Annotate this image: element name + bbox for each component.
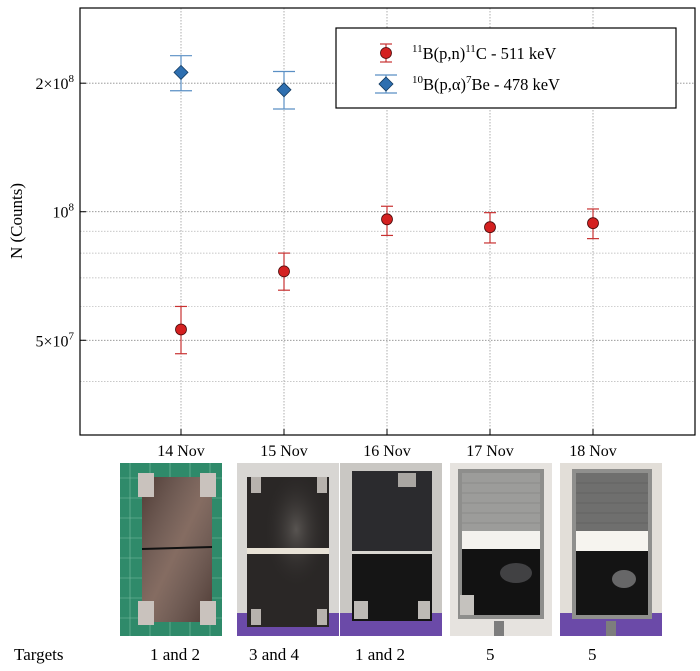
x-tick-label: 16 Nov xyxy=(363,443,411,460)
legend-marker xyxy=(380,47,392,59)
target-photos xyxy=(120,463,690,636)
legend: 11B(p,n)11C - 511 keV 10B(p,α)7Be - 478 k… xyxy=(335,27,677,109)
data-point xyxy=(175,323,187,336)
photo-target-1-2-half xyxy=(340,463,442,636)
target-value: 5 xyxy=(588,645,597,664)
target-value: 5 xyxy=(486,645,495,664)
series xyxy=(170,55,599,355)
data-point xyxy=(484,221,496,234)
y-ticks: 5×107 108 2×108 xyxy=(35,73,86,350)
y-tick-label: 5×107 xyxy=(35,330,74,350)
x-tick-label: 18 Nov xyxy=(569,443,617,460)
legend-label: 10B(p,α)7Be - 478 keV xyxy=(412,74,560,94)
target-value: 1 and 2 xyxy=(150,645,201,664)
data-point xyxy=(173,64,189,80)
photo-target-5-b xyxy=(560,463,662,636)
x-ticks: 14 Nov 15 Nov 16 Nov 17 Nov 18 Nov xyxy=(157,429,617,460)
targets-label: Targets xyxy=(14,645,64,664)
x-tick-label: 14 Nov xyxy=(157,443,205,460)
target-value: 1 and 2 xyxy=(355,645,406,664)
data-point xyxy=(278,265,290,278)
data-point xyxy=(276,82,292,98)
photo-target-5-a xyxy=(450,463,552,636)
x-tick-label: 17 Nov xyxy=(466,443,514,460)
x-tick-label: 15 Nov xyxy=(260,443,308,460)
legend-box xyxy=(335,27,677,109)
targets-row: Targets 1 and 2 3 and 4 1 and 2 5 5 xyxy=(0,645,700,669)
chart: 5×107 108 2×108 14 Nov 15 Nov 16 Nov 17 Nov 18… xyxy=(7,7,696,460)
photo-target-1-2-cut xyxy=(120,463,222,636)
data-point xyxy=(381,213,393,226)
y-tick-label: 108 xyxy=(53,202,75,222)
series-1 xyxy=(175,205,599,355)
y-axis-title: N (Counts) xyxy=(7,183,26,259)
y-tick-label: 2×108 xyxy=(35,73,74,93)
legend-marker xyxy=(378,76,394,92)
data-point xyxy=(587,217,599,230)
legend-label: 11B(p,n)11C - 511 keV xyxy=(412,43,556,63)
series-2 xyxy=(170,55,295,110)
photo-target-3-4 xyxy=(237,463,339,636)
target-value: 3 and 4 xyxy=(249,645,300,664)
